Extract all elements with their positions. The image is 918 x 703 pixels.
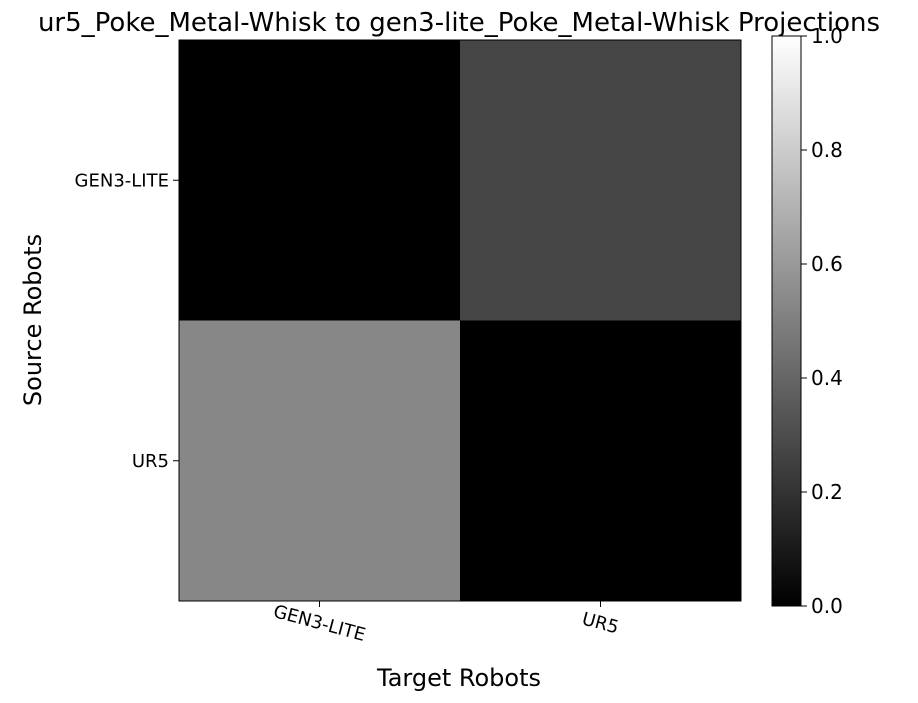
colorbar-tick-label: 1.0 bbox=[811, 24, 843, 48]
x-tick-label: UR5 bbox=[580, 609, 621, 639]
colorbar bbox=[771, 35, 802, 607]
colorbar-tick-label: 0.2 bbox=[811, 480, 843, 504]
colorbar-ticks: 0.0 0.2 0.4 0.6 0.8 1.0 bbox=[801, 24, 843, 618]
x-axis-ticks: GEN3-LITE UR5 bbox=[271, 601, 621, 646]
heatmap-cell bbox=[179, 40, 460, 321]
heatmap-cell bbox=[179, 320, 460, 601]
colorbar-tick-label: 0.0 bbox=[811, 594, 843, 618]
colorbar-tick-label: 0.6 bbox=[811, 252, 843, 276]
heatmap-cell bbox=[460, 40, 741, 321]
x-tick-label: GEN3-LITE bbox=[271, 601, 368, 646]
colorbar-tick-label: 0.8 bbox=[811, 138, 843, 162]
y-axis-label: Source Robots bbox=[19, 234, 47, 406]
y-axis-ticks: GEN3-LITE UR5 bbox=[75, 170, 179, 472]
y-tick-label: GEN3-LITE bbox=[75, 170, 169, 191]
heatmap-cell bbox=[460, 320, 741, 601]
heatmap-cells bbox=[179, 40, 741, 601]
y-tick-label: UR5 bbox=[132, 451, 169, 472]
x-axis-label: Target Robots bbox=[376, 664, 541, 692]
colorbar-tick-label: 0.4 bbox=[811, 366, 843, 390]
chart-title: ur5_Poke_Metal-Whisk to gen3-lite_Poke_M… bbox=[38, 8, 880, 38]
plot-frame bbox=[178, 39, 742, 602]
